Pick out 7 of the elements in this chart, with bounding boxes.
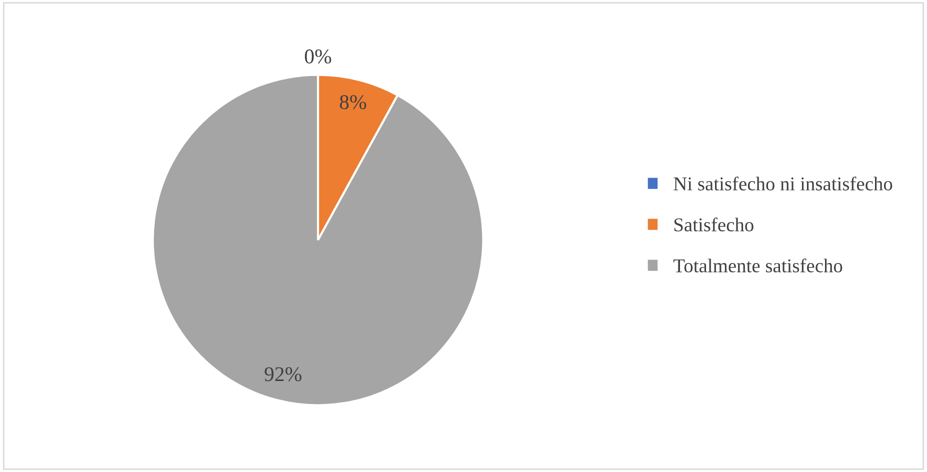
data-label: 92% <box>264 367 302 382</box>
legend-label: Satisfecho <box>674 218 754 232</box>
data-label: 8% <box>340 95 366 110</box>
pie-slice <box>152 74 484 406</box>
legend-label: Totalmente satisfecho <box>673 258 842 272</box>
text: 0% <box>304 49 332 64</box>
legend-label: Ni satisfecho ni insatisfecho <box>674 176 892 190</box>
